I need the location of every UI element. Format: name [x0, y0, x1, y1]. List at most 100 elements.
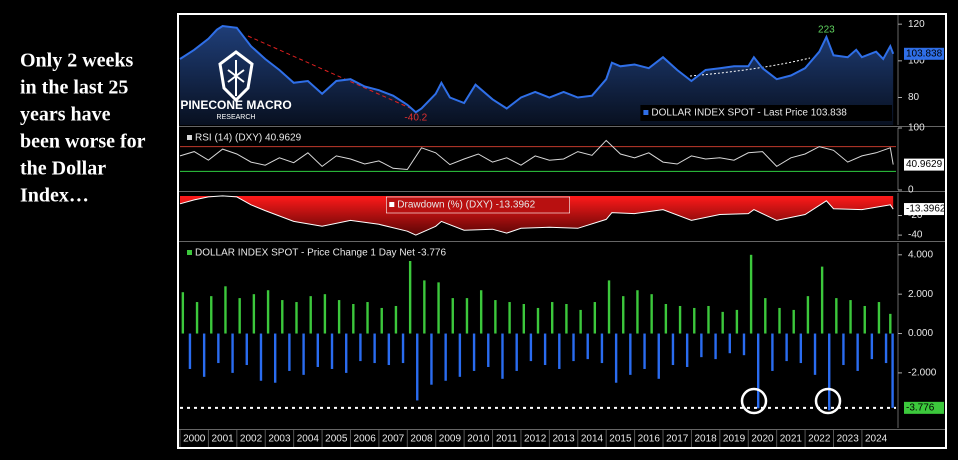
bar [259, 333, 263, 381]
y-tick-label: 120 [908, 19, 925, 30]
bar [487, 333, 490, 367]
bar [295, 302, 298, 334]
bar [714, 333, 717, 360]
annotation: -40.2 [404, 112, 427, 123]
bar [238, 298, 241, 334]
bar [515, 333, 518, 371]
x-tick-label: 2016 [638, 434, 661, 445]
bar [828, 333, 831, 411]
bar [210, 296, 213, 334]
bar [771, 333, 774, 371]
bar [288, 333, 291, 371]
bar [479, 290, 483, 334]
bar [501, 333, 504, 379]
bar [565, 304, 568, 334]
y-tick-label: -2.000 [908, 368, 937, 379]
bar [870, 333, 874, 360]
bar [842, 333, 845, 366]
x-tick-label: 2005 [325, 434, 348, 445]
bar [508, 302, 511, 334]
bar [558, 333, 561, 369]
y-tick-label: 0 [908, 185, 914, 196]
x-tick-label: 2000 [183, 434, 206, 445]
legend-swatch [643, 110, 649, 115]
bar [337, 300, 341, 334]
bar [650, 294, 653, 334]
caption-line: the Dollar [20, 158, 106, 180]
caption-line: years have [20, 104, 111, 126]
bar [202, 333, 206, 377]
y-tick-label: 100 [908, 123, 925, 134]
bar [529, 333, 533, 362]
area-fill [180, 26, 894, 125]
bar [302, 333, 305, 375]
legend-label: Drawdown (%) (DXY) -13.3962 [397, 200, 535, 211]
x-tick-label: 2006 [354, 434, 377, 445]
area-fill [180, 195, 894, 236]
x-tick-label: 2007 [382, 434, 405, 445]
bar [359, 333, 362, 362]
end-label-box [904, 401, 944, 414]
bar [877, 302, 881, 334]
bar [273, 333, 277, 383]
legend-swatch [187, 250, 192, 255]
bar [444, 333, 447, 381]
bar [465, 298, 469, 334]
caption-line: been worse for [20, 131, 146, 153]
bar [806, 296, 810, 334]
bar [636, 290, 639, 334]
x-tick-label: 2019 [723, 434, 746, 445]
x-tick-label: 2011 [496, 434, 518, 445]
bar [622, 296, 625, 334]
bar [721, 311, 724, 334]
caption-line: Index… [20, 185, 89, 207]
bar [387, 333, 391, 366]
x-tick-label: 2001 [211, 434, 234, 445]
end-label-box [904, 158, 944, 171]
bar [188, 333, 192, 369]
bar [366, 302, 369, 334]
bar [593, 302, 597, 334]
y-tick-label: -20 [908, 210, 923, 221]
bar [394, 305, 398, 334]
bar [657, 333, 660, 379]
y-tick-label: 4.000 [908, 249, 933, 260]
bar [778, 307, 781, 334]
logo-name: PINECONE MACRO [180, 98, 291, 112]
y-tick-label: 2.000 [908, 289, 933, 300]
x-tick-label: 2013 [552, 434, 575, 445]
x-tick-label: 2004 [297, 434, 320, 445]
bar [607, 280, 611, 334]
x-tick-label: 2020 [751, 434, 774, 445]
bar [330, 333, 334, 369]
trend-line [689, 57, 811, 77]
y-tick-label: 100 [908, 55, 925, 66]
legend-label: RSI (14) (DXY) 40.9629 [195, 133, 302, 144]
bar [693, 307, 696, 334]
logo-mark [218, 50, 254, 103]
x-tick-label: 2003 [268, 434, 291, 445]
bar [586, 333, 589, 360]
bar [685, 333, 689, 367]
bar [437, 282, 440, 334]
x-tick-label: 2024 [865, 434, 888, 445]
bar [572, 333, 575, 362]
bar [316, 333, 320, 367]
y-tick-label: 80 [908, 92, 920, 103]
bar [742, 333, 746, 356]
legend-label: DOLLAR INDEX SPOT - Last Price 103.838 [651, 108, 847, 119]
bar [380, 307, 383, 334]
bar [217, 333, 220, 364]
bar [799, 333, 803, 364]
legend-swatch [187, 135, 192, 140]
bar [266, 290, 270, 334]
bar [614, 333, 618, 383]
x-tick-label: 2012 [524, 434, 547, 445]
legend-swatch [389, 202, 395, 207]
highlight-circle [740, 387, 768, 415]
y-tick-label: -40 [908, 230, 923, 241]
bar [231, 333, 234, 373]
highlight-circle [814, 387, 842, 415]
